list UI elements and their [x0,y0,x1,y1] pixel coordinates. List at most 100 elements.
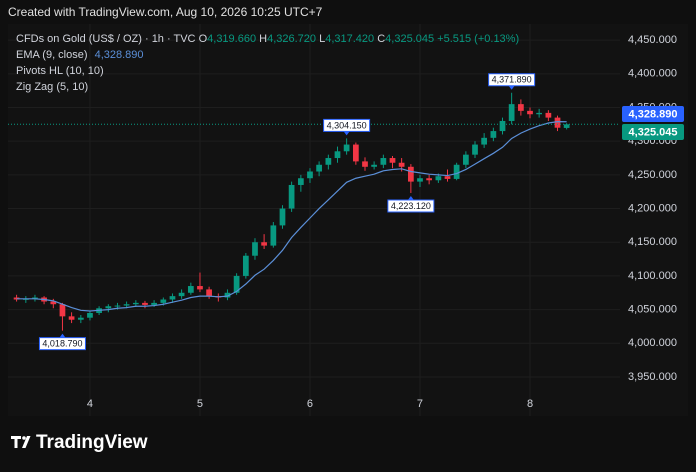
candle-body [87,312,93,318]
candle-body [279,208,286,226]
ohlc-key: L [319,33,326,45]
y-tick-label: 4,100.000 [628,270,677,282]
candle-body [453,164,460,179]
candle-body [316,164,322,172]
y-tick-label: 4,400.000 [628,68,677,80]
ohlc-key: C [377,33,386,45]
pivot-label: 4,018.790 [42,339,82,349]
candle-body [142,302,148,305]
brand-name: TradingView [36,432,148,453]
pivot-pointer [343,131,350,136]
ohlc-value: 4,325.045 [385,33,435,45]
ohlc-key: H [259,33,268,45]
candle-body [68,316,75,320]
candle-body [499,120,506,132]
price-tag [622,106,684,123]
price-tag-label: 4,328.890 [629,108,678,120]
candle-body [206,289,212,297]
candle-body [261,242,267,246]
x-tick-label: 6 [307,398,313,410]
pivot-pointer [407,195,414,200]
pivot-label: 4,223.120 [391,201,431,211]
candle-body [132,302,139,305]
indicator[interactable]: Pivots HL (10, 10) [16,65,104,77]
pivot-label: 4,304.150 [327,120,367,130]
candle-body [398,162,405,167]
candle-body [197,286,203,290]
candle-body [59,304,66,317]
candle-body [389,158,396,163]
ema-name: EMA (9, close) [16,49,88,61]
candle-body [408,166,414,182]
y-tick-label: 4,200.000 [628,202,677,214]
ohlc-value: 4,319.660 [207,33,257,45]
legend-ema[interactable]: EMA (9, close) 4,328.890 [16,49,144,61]
candle-body [518,104,524,111]
candle-body [114,305,121,307]
y-tick-label: 3,950.000 [628,371,677,383]
y-tick-label: 4,050.000 [628,304,677,316]
candle-body [435,176,442,181]
ohlc-key: O [198,33,208,45]
candle-body [178,292,185,297]
candle-body [224,292,231,298]
candle-body [32,297,38,299]
candle-body [123,304,130,306]
candle-body [563,124,570,128]
candle-body [77,317,84,320]
change: +5.515 (+0.13%) [437,33,520,45]
candle-body [160,299,167,303]
x-tick-label: 4 [87,398,93,410]
pivot-box [488,73,536,87]
candle-body [325,158,332,165]
banner: Created with TradingView.com, Aug 10, 20… [8,5,323,19]
candle-body [417,178,423,182]
x-tick-label: 5 [197,398,203,410]
candle-body [362,161,368,167]
pivot-box [38,337,86,351]
ema-value: 4,328.890 [94,49,144,61]
candle-body [352,144,359,162]
candle-body [334,151,341,159]
candle-body [545,112,552,118]
brand-logo [11,436,31,448]
pivot-box [323,118,371,132]
candle-body [444,176,451,179]
candle-body [307,171,313,179]
y-tick-label: 4,150.000 [628,236,677,248]
candle-body [463,154,469,165]
candle-body [169,296,176,300]
candle-body [242,255,249,276]
y-tick-label: 4,000.000 [628,337,677,349]
candle-body [252,242,258,256]
candle-body [527,110,533,115]
ohlc-value: 4,326.720 [267,33,317,45]
candle-body [536,112,543,115]
x-tick-label: 8 [527,398,533,410]
candle-body [187,286,194,293]
price-tag [622,124,684,141]
candle-body [270,225,277,246]
candle-body [343,144,350,152]
chart-pane [8,24,688,416]
y-tick-label: 4,450.000 [628,34,677,46]
indicator[interactable]: Zig Zag (5, 10) [16,81,89,93]
candle-body [472,144,478,155]
candle-body [554,117,561,128]
candle-body [508,104,515,121]
legend-main: CFDs on Gold (US$ / OZ) · 1h · TVC O4,31… [16,33,519,45]
candle-body [426,178,432,181]
candle-body [151,302,157,305]
pivot-pointer [508,85,515,90]
candle-body [481,137,487,145]
ohlc-value: 4,317.420 [325,33,375,45]
y-tick-label: 4,250.000 [628,169,677,181]
candle-body [297,178,304,185]
candle-body [288,184,295,209]
candle-body [490,131,497,138]
candle-body [50,301,57,305]
price-tag-label: 4,325.045 [629,126,678,138]
pivot-box [387,199,435,213]
